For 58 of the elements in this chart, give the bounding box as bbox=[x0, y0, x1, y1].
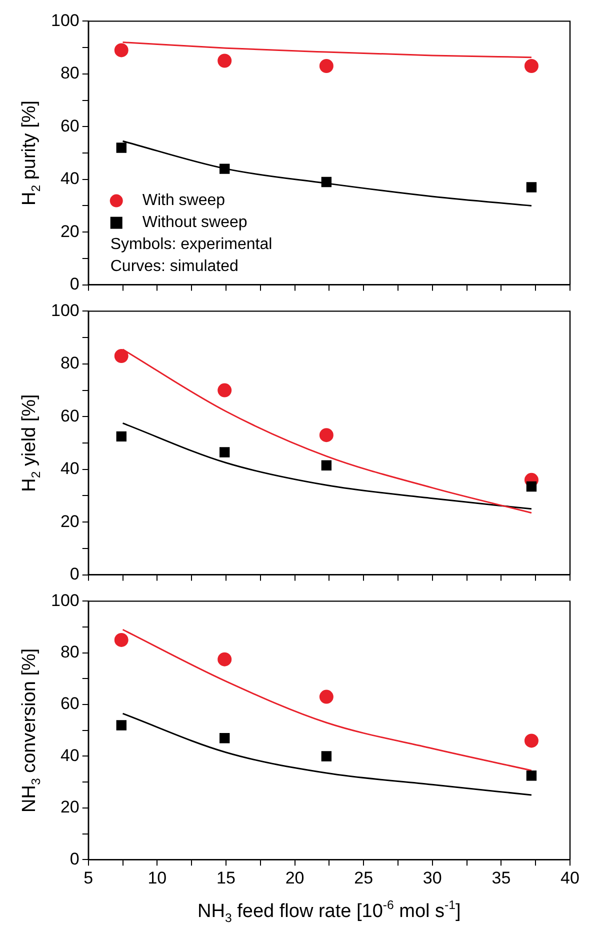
y-axis-title: NH3 conversion [%] bbox=[19, 648, 44, 812]
y-tick-label: 100 bbox=[50, 300, 80, 320]
annotation: Curves: simulated bbox=[110, 258, 238, 276]
point bbox=[321, 460, 332, 470]
y-axis-title: H2 yield [%] bbox=[19, 394, 44, 492]
y-tick-label: 60 bbox=[60, 694, 80, 714]
y-tick-label: 80 bbox=[60, 354, 80, 373]
point bbox=[114, 349, 128, 364]
y-tick-label: 40 bbox=[60, 459, 80, 478]
point bbox=[218, 652, 232, 666]
x-tick-label: 15 bbox=[216, 868, 236, 888]
point bbox=[319, 59, 334, 74]
x-tick-label: 25 bbox=[354, 868, 374, 888]
point bbox=[524, 59, 538, 74]
point bbox=[319, 428, 334, 442]
legend-label: Without sweep bbox=[142, 214, 248, 232]
x-tick-label: 5 bbox=[84, 868, 94, 888]
annotation: Symbols: experimental bbox=[110, 236, 272, 254]
y-tick-label: 80 bbox=[60, 64, 80, 83]
point bbox=[114, 632, 128, 647]
point bbox=[321, 751, 332, 762]
point bbox=[114, 43, 128, 58]
point bbox=[220, 164, 230, 174]
x-tick-label: 30 bbox=[422, 868, 442, 888]
legend-label: With sweep bbox=[142, 192, 226, 210]
point bbox=[116, 431, 126, 442]
point bbox=[220, 733, 230, 744]
point bbox=[220, 447, 230, 458]
y-tick-label: 40 bbox=[60, 746, 80, 765]
line-series bbox=[122, 712, 532, 796]
point bbox=[319, 690, 334, 704]
x-tick-label: 10 bbox=[148, 868, 167, 888]
y-tick-label: 60 bbox=[60, 116, 80, 136]
y-tick-label: 80 bbox=[60, 642, 80, 662]
y-tick-label: 0 bbox=[70, 274, 80, 294]
y-tick-label: 100 bbox=[50, 590, 80, 610]
point bbox=[218, 383, 232, 398]
x-tick-label: 40 bbox=[560, 868, 580, 888]
point bbox=[116, 720, 126, 730]
y-tick-label: 20 bbox=[60, 222, 80, 241]
point bbox=[524, 734, 538, 748]
point bbox=[321, 176, 332, 188]
y-tick-label: 20 bbox=[60, 798, 80, 817]
point bbox=[526, 481, 537, 492]
point bbox=[116, 142, 126, 153]
y-tick-label: 0 bbox=[70, 564, 80, 584]
point bbox=[218, 54, 232, 68]
y-tick-label: 40 bbox=[60, 169, 80, 188]
x-tick-label: 20 bbox=[285, 868, 304, 888]
point bbox=[526, 182, 537, 192]
y-tick-label: 60 bbox=[60, 406, 80, 426]
y-tick-label: 100 bbox=[50, 10, 80, 30]
point bbox=[526, 770, 537, 781]
y-tick-label: 0 bbox=[70, 849, 80, 868]
x-tick-label: 35 bbox=[492, 868, 511, 888]
y-axis-title: H2 purity [%] bbox=[19, 100, 44, 206]
y-tick-label: 20 bbox=[60, 512, 80, 531]
line-series bbox=[122, 422, 532, 510]
